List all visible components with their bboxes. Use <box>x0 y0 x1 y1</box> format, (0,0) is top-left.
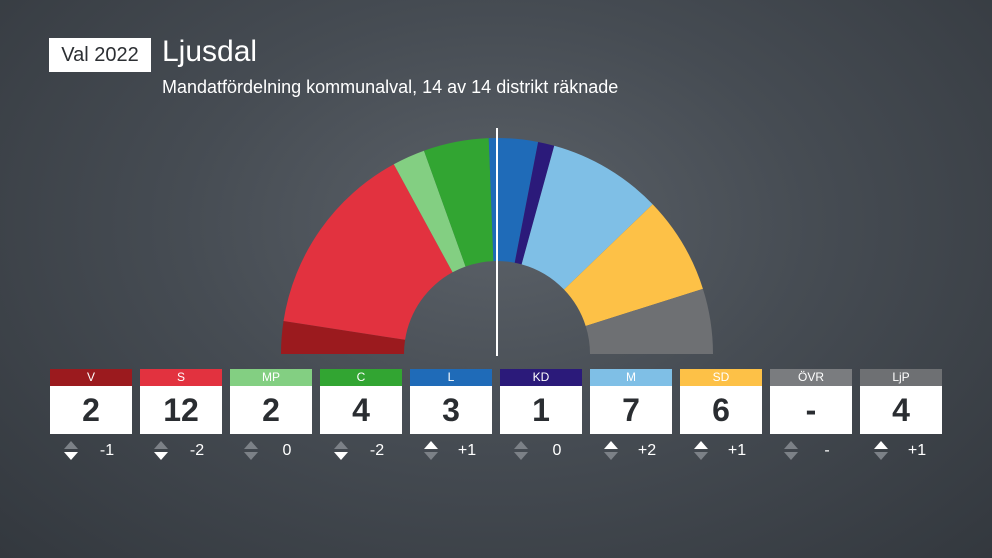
party-label: MP <box>230 369 312 386</box>
arrow-up-icon <box>334 441 348 449</box>
seat-change-mp: 0 <box>230 440 312 462</box>
arrow-down-icon <box>154 452 168 460</box>
arrow-down-icon <box>604 452 618 460</box>
seat-segment-s <box>283 164 453 340</box>
change-arrows-icon <box>154 440 168 462</box>
party-card-s: S 12 <box>140 369 222 435</box>
seat-change-value: -2 <box>369 442 385 459</box>
arrow-down-icon <box>784 452 798 460</box>
party-card-övr: ÖVR - <box>770 369 852 435</box>
party-label: LjP <box>860 369 942 386</box>
arrow-up-icon <box>424 441 438 449</box>
arrow-up-icon <box>694 441 708 449</box>
seat-change-v: -1 <box>50 440 132 462</box>
seat-change-value: +2 <box>637 442 657 459</box>
seat-count: 3 <box>410 386 492 434</box>
arrow-up-icon <box>874 441 888 449</box>
arrow-down-icon <box>334 452 348 460</box>
seat-change-value: +1 <box>727 442 747 459</box>
seat-change-value: 0 <box>552 442 562 459</box>
party-label: L <box>410 369 492 386</box>
seat-change-value: +1 <box>907 442 927 459</box>
seat-segment-sd <box>564 204 703 326</box>
arrow-down-icon <box>874 452 888 460</box>
seat-change-value: 0 <box>282 442 292 459</box>
arrow-up-icon <box>154 441 168 449</box>
arrow-down-icon <box>244 452 258 460</box>
seat-change-sd: +1 <box>680 440 762 462</box>
seat-segment-l <box>488 138 539 263</box>
party-label: V <box>50 369 132 386</box>
change-arrows-icon <box>424 440 438 462</box>
seat-change-övr: - <box>770 440 852 462</box>
party-label: M <box>590 369 672 386</box>
seat-segment-m <box>521 145 653 290</box>
arrow-up-icon <box>514 441 528 449</box>
seat-count: - <box>770 386 852 434</box>
seat-change-m: +2 <box>590 440 672 462</box>
change-arrows-icon <box>604 440 618 462</box>
page-title: Ljusdal <box>162 35 258 68</box>
party-card-sd: SD 6 <box>680 369 762 435</box>
seat-count: 4 <box>320 386 402 434</box>
seat-count: 4 <box>860 386 942 434</box>
arrow-down-icon <box>694 452 708 460</box>
arrow-down-icon <box>64 452 78 460</box>
party-label: ÖVR <box>770 369 852 386</box>
party-card-ljp: LjP 4 <box>860 369 942 435</box>
arrow-up-icon <box>64 441 78 449</box>
change-arrows-icon <box>694 440 708 462</box>
party-card-kd: KD 1 <box>500 369 582 435</box>
seat-change-ljp: +1 <box>860 440 942 462</box>
seat-change-value: -2 <box>189 442 205 459</box>
seat-segment-ljp <box>585 288 713 354</box>
seat-segment-kd <box>514 141 555 265</box>
seat-change-c: -2 <box>320 440 402 462</box>
arrow-down-icon <box>514 452 528 460</box>
change-arrows-icon <box>784 440 798 462</box>
page-subtitle: Mandatfördelning kommunalval, 14 av 14 d… <box>162 77 619 97</box>
arrow-up-icon <box>604 441 618 449</box>
seat-count: 2 <box>230 386 312 434</box>
party-label: C <box>320 369 402 386</box>
change-arrows-icon <box>64 440 78 462</box>
change-arrows-icon <box>874 440 888 462</box>
party-label: KD <box>500 369 582 386</box>
seat-segment-v <box>281 321 406 354</box>
seat-count: 7 <box>590 386 672 434</box>
seat-change-l: +1 <box>410 440 492 462</box>
change-arrows-icon <box>244 440 258 462</box>
seat-count: 1 <box>500 386 582 434</box>
seat-change-value: -1 <box>99 442 115 459</box>
seat-change-kd: 0 <box>500 440 582 462</box>
seat-count: 6 <box>680 386 762 434</box>
seat-segment-c <box>423 138 494 267</box>
seat-count: 12 <box>140 386 222 434</box>
party-label: S <box>140 369 222 386</box>
seat-change-value: +1 <box>457 442 477 459</box>
arrow-down-icon <box>424 452 438 460</box>
party-card-mp: MP 2 <box>230 369 312 435</box>
change-arrows-icon <box>334 440 348 462</box>
party-cards: V 2 -1 S 12 -2 MP 2 0 C 4 -2 L 3 +1 KD 1 0 M 7 +2 SD 6 +1 ÖVR - - L… <box>50 369 943 464</box>
arrow-up-icon <box>784 441 798 449</box>
seat-count: 2 <box>50 386 132 434</box>
arrow-up-icon <box>244 441 258 449</box>
seat-change-s: -2 <box>140 440 222 462</box>
seat-segment-mp <box>393 150 466 273</box>
change-arrows-icon <box>514 440 528 462</box>
party-label: SD <box>680 369 762 386</box>
seat-change-value: - <box>824 442 830 459</box>
election-year-badge: Val 2022 <box>49 38 151 72</box>
